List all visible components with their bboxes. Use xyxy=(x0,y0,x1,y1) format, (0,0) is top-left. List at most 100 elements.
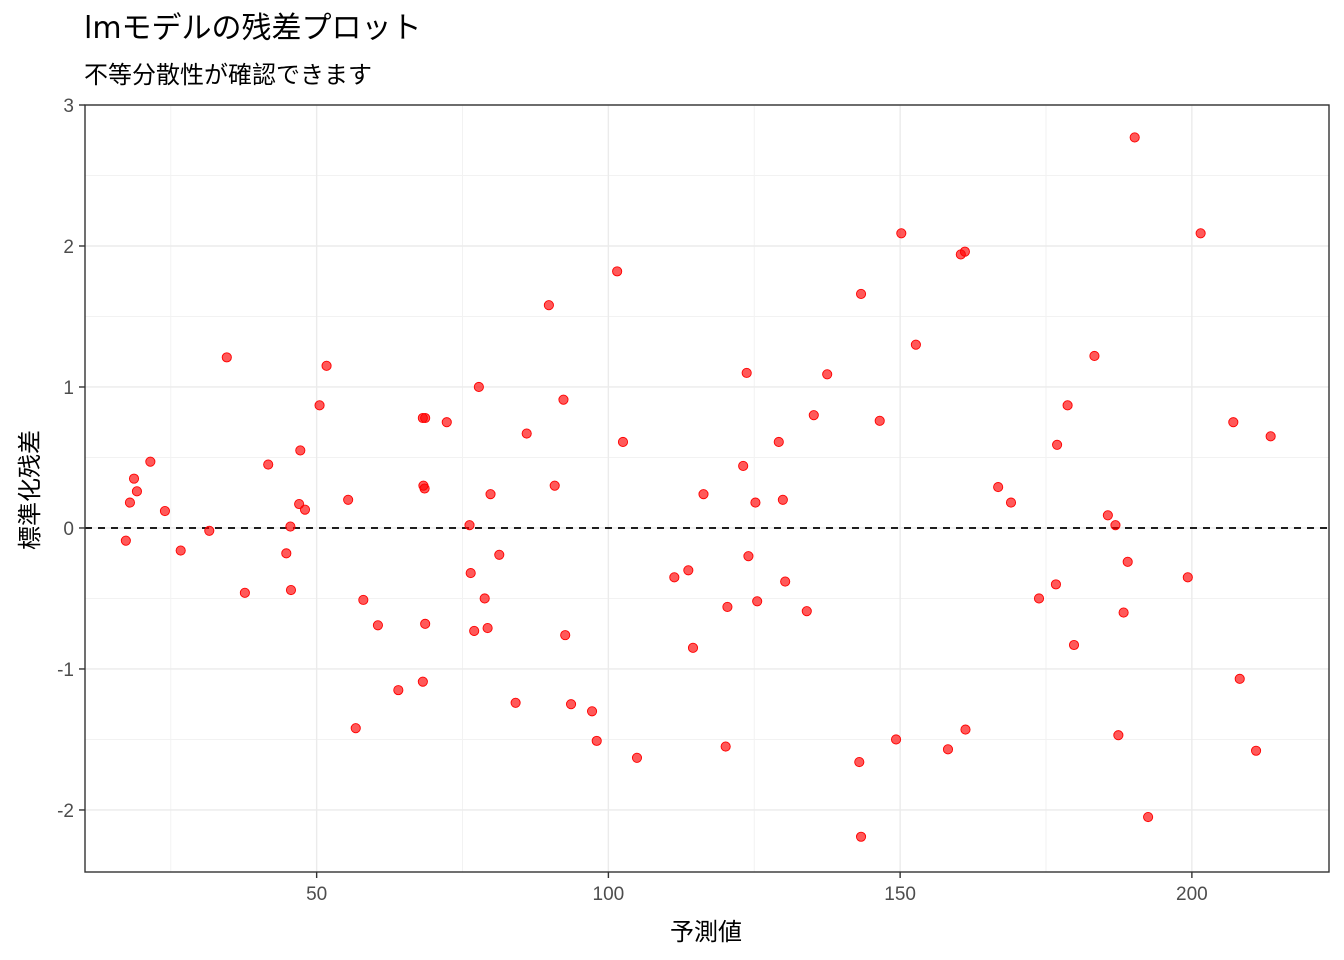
data-point xyxy=(959,246,970,257)
y-axis-ticks: -2 -1 0 1 2 3 xyxy=(57,96,85,822)
data-point xyxy=(1089,350,1100,362)
x-axis-ticks: 50 100 150 200 xyxy=(306,872,1208,905)
data-point xyxy=(808,410,819,421)
data-point xyxy=(1068,639,1080,651)
x-tick-label: 200 xyxy=(1176,884,1208,905)
data-point xyxy=(560,630,571,641)
data-point xyxy=(698,489,709,500)
data-point xyxy=(801,606,812,617)
data-point xyxy=(549,480,560,491)
data-point xyxy=(321,360,332,371)
data-point xyxy=(1143,811,1154,823)
data-point xyxy=(1005,497,1017,508)
data-point xyxy=(350,723,361,734)
data-point xyxy=(942,744,954,755)
data-point xyxy=(891,734,902,745)
data-point xyxy=(1102,510,1113,521)
data-point xyxy=(896,228,907,239)
data-point xyxy=(465,568,476,579)
y-tick-label: 2 xyxy=(63,237,74,258)
data-point xyxy=(473,381,484,393)
data-point xyxy=(773,436,784,448)
data-point xyxy=(120,535,131,546)
data-point xyxy=(1182,572,1193,583)
data-point xyxy=(1052,439,1063,450)
data-point xyxy=(145,456,156,467)
data-point xyxy=(131,486,142,497)
data-point xyxy=(128,473,140,484)
y-tick-label: 3 xyxy=(63,96,74,117)
data-point xyxy=(521,428,532,439)
data-point xyxy=(372,620,383,631)
data-point xyxy=(1122,556,1133,567)
data-point xyxy=(960,724,971,735)
data-point xyxy=(482,623,493,634)
data-point xyxy=(1234,673,1245,684)
data-point xyxy=(239,587,250,598)
data-point xyxy=(738,460,749,471)
x-axis-title: 予測値 xyxy=(670,918,742,946)
data-point xyxy=(591,735,602,746)
data-point xyxy=(1050,579,1061,590)
data-point xyxy=(617,436,629,448)
data-point xyxy=(285,584,297,596)
data-point xyxy=(1118,607,1129,618)
data-point xyxy=(1113,730,1124,741)
chart-subtitle: 不等分散性が確認できます xyxy=(84,61,372,89)
minor-gridlines xyxy=(85,105,1329,872)
data-point xyxy=(612,266,623,277)
data-point xyxy=(855,831,867,842)
data-point xyxy=(1251,745,1262,756)
data-point xyxy=(419,483,430,494)
data-point xyxy=(1062,400,1073,411)
data-point xyxy=(420,618,431,629)
data-point xyxy=(558,394,569,405)
plot-panel-border xyxy=(84,104,1330,873)
data-point xyxy=(358,594,369,605)
data-point xyxy=(993,482,1004,493)
data-point xyxy=(485,489,496,500)
data-point xyxy=(687,642,699,653)
data-point xyxy=(479,593,490,604)
data-point xyxy=(854,756,865,768)
data-point xyxy=(314,400,325,411)
data-point xyxy=(722,601,733,612)
data-point xyxy=(1228,417,1239,428)
data-point xyxy=(295,445,306,456)
x-tick-label: 150 xyxy=(884,884,916,905)
data-point xyxy=(510,697,521,708)
y-tick-label: 0 xyxy=(63,519,74,540)
data-point xyxy=(631,752,643,763)
y-tick-label: -2 xyxy=(57,801,74,822)
x-tick-label: 50 xyxy=(306,884,327,905)
y-axis-title: 標準化残差 xyxy=(16,430,44,550)
data-point xyxy=(741,367,752,378)
y-tick-label: -1 xyxy=(57,660,74,681)
data-point xyxy=(587,706,598,717)
data-point xyxy=(720,741,731,752)
data-point xyxy=(1129,132,1140,143)
data-point xyxy=(1033,593,1045,604)
data-point xyxy=(204,525,215,536)
data-point xyxy=(777,494,788,505)
major-gridlines xyxy=(85,104,1329,872)
data-point xyxy=(780,576,791,587)
data-point xyxy=(910,339,921,350)
data-point xyxy=(543,300,554,311)
data-point xyxy=(1265,431,1276,442)
data-point xyxy=(281,548,292,559)
data-point xyxy=(669,572,680,583)
data-points xyxy=(120,132,1276,842)
data-point xyxy=(299,504,311,515)
data-point xyxy=(285,521,296,532)
data-point xyxy=(855,288,867,299)
data-point xyxy=(469,625,480,636)
data-point xyxy=(743,551,754,562)
data-point xyxy=(159,506,170,517)
x-tick-label: 100 xyxy=(593,884,625,905)
data-point xyxy=(343,494,354,505)
chart-title: lmモデルの残差プロット xyxy=(84,11,422,46)
data-point xyxy=(565,699,577,710)
data-point xyxy=(417,676,428,687)
